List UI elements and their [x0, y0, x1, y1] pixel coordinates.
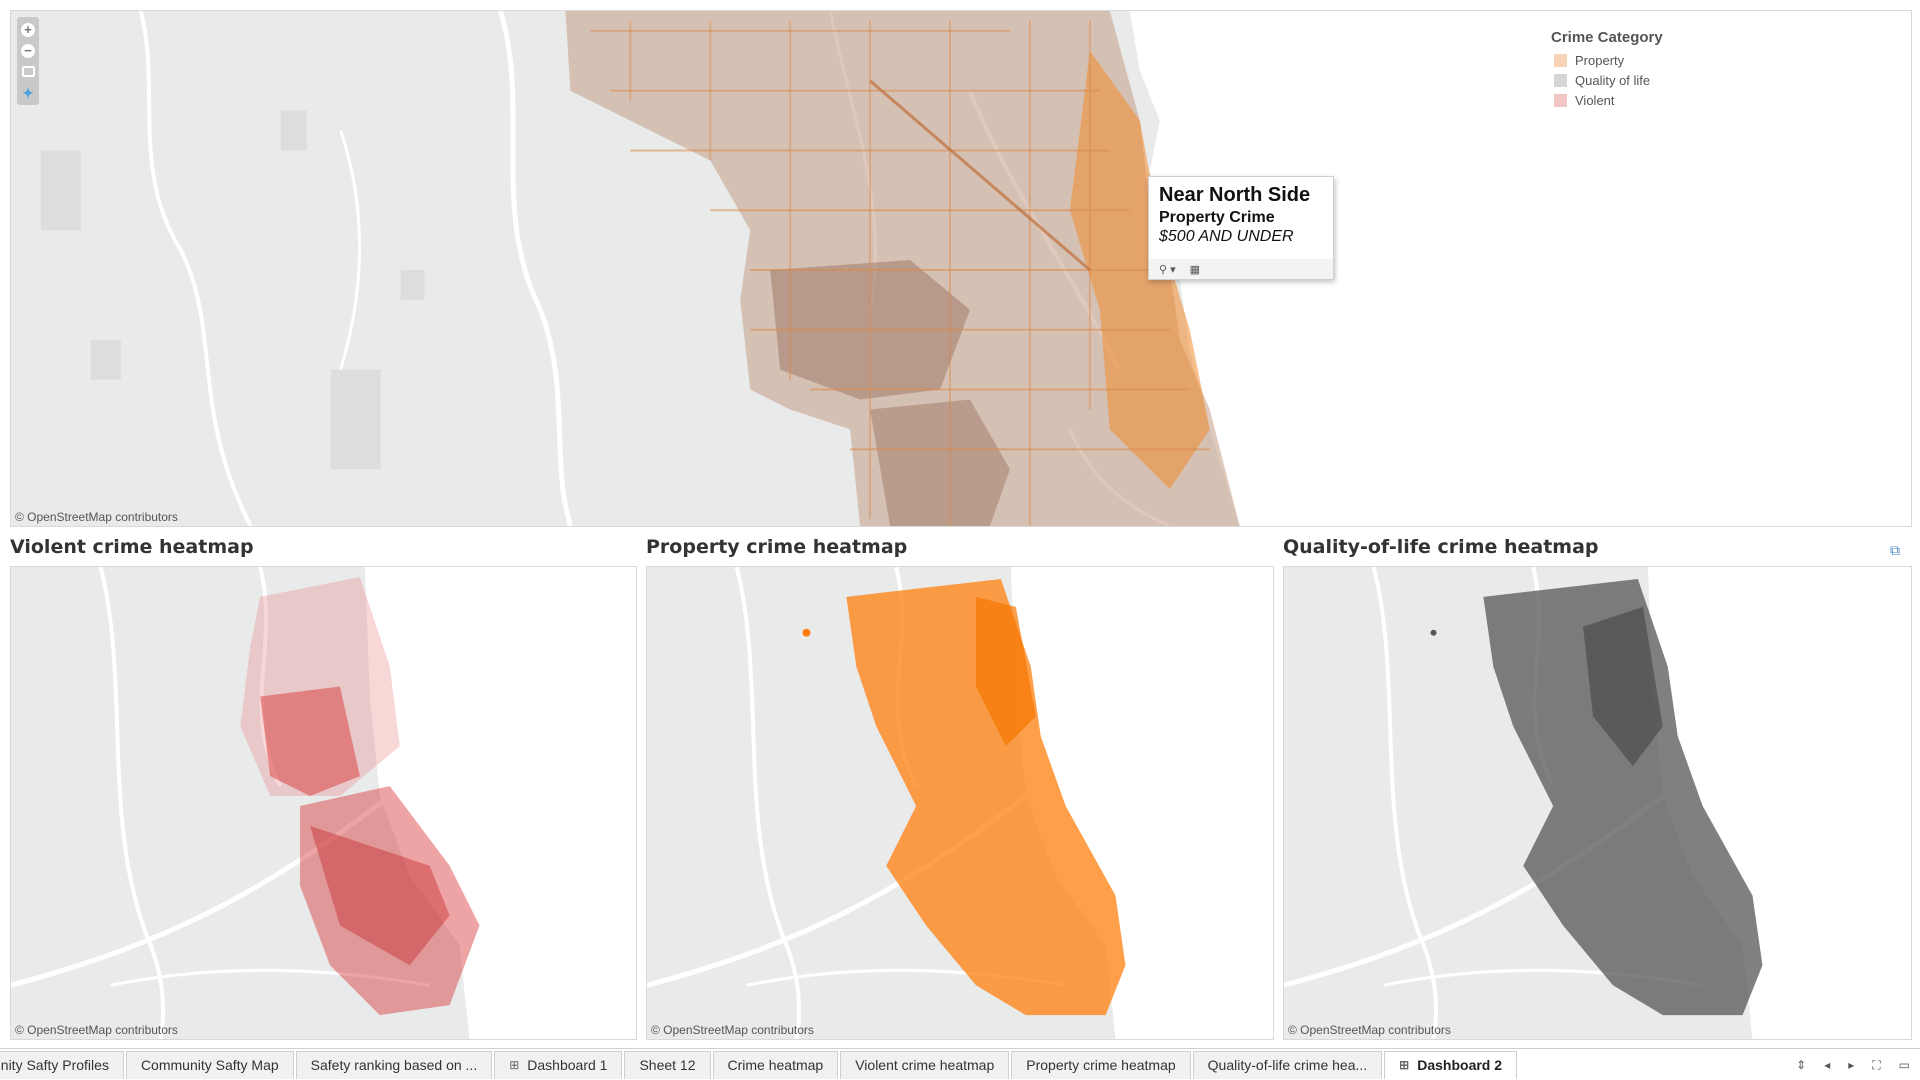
legend-label: Violent	[1575, 92, 1615, 108]
legend-item-quality[interactable]: Quality of life	[1551, 70, 1663, 90]
tab-dashboard-1[interactable]: ⊞ Dashboard 1	[494, 1050, 623, 1079]
map-toolbar: + − ✦	[17, 17, 39, 105]
zoom-out-icon[interactable]: −	[17, 40, 39, 61]
select-rect-icon[interactable]	[17, 61, 39, 82]
legend-item-property[interactable]: Property	[1551, 50, 1663, 70]
tab-violent-crime-heatmap[interactable]: Violent crime heatmap	[840, 1050, 1010, 1079]
tab-label: Sheet 12	[639, 1057, 696, 1073]
view-data-icon[interactable]: ▦	[1189, 263, 1201, 276]
tab-label: Dashboard 2	[1417, 1057, 1503, 1073]
previous-tab-icon[interactable]: ◂	[1824, 1058, 1831, 1072]
tab-label: Community Safty Map	[140, 1057, 279, 1073]
dashboard-icon: ⊞	[1399, 1058, 1410, 1072]
property-basemap	[647, 567, 1273, 1039]
paperclip-icon[interactable]: ⚲ ▾	[1159, 263, 1176, 276]
tab-sheet-12[interactable]: Sheet 12	[624, 1050, 711, 1079]
sort-icon[interactable]: ⇕	[1796, 1058, 1807, 1072]
tab-label: Violent crime heatmap	[855, 1057, 995, 1073]
zoom-in-icon[interactable]: +	[17, 19, 39, 40]
map-attribution[interactable]: © OpenStreetMap contributors	[651, 1023, 814, 1037]
legend-label: Property	[1575, 52, 1625, 68]
tab-quality-crime-heatmap[interactable]: Quality-of-life crime hea...	[1192, 1050, 1383, 1079]
crime-category-legend: Crime Category Property Quality of life …	[1551, 29, 1663, 110]
quality-basemap	[1284, 567, 1911, 1039]
tooltip-title: Near North Side	[1159, 184, 1311, 206]
dashboard-icon: ⊞	[509, 1058, 520, 1072]
tab-label: Crime heatmap	[727, 1057, 824, 1073]
sheet-tab-bar: unity Safty Profiles Community Safty Map…	[0, 1048, 1920, 1080]
tooltip-toolbar: ⚲ ▾ ▦	[1149, 259, 1333, 279]
map-attribution[interactable]: © OpenStreetMap contributors	[15, 1023, 178, 1037]
violent-heatmap[interactable]: © OpenStreetMap contributors	[10, 566, 637, 1040]
tab-label: Safety ranking based on ...	[310, 1057, 478, 1073]
tab-dashboard-2[interactable]: ⊞ Dashboard 2	[1384, 1050, 1518, 1079]
legend-swatch	[1554, 53, 1567, 67]
map-tooltip: Near North Side Property Crime $500 AND …	[1148, 176, 1334, 280]
tab-crime-heatmap[interactable]: Crime heatmap	[712, 1050, 839, 1079]
tab-navigation: ⇕ ◂ ▸ ⛶ ▭	[1784, 1049, 1910, 1080]
pin-icon[interactable]: ✦	[22, 84, 34, 101]
tab-label: unity Safty Profiles	[0, 1057, 109, 1073]
property-heatmap-title: Property crime heatmap	[646, 536, 908, 558]
quality-heatmap-title: Quality-of-life crime heatmap	[1283, 536, 1599, 558]
tab-community-safty-map[interactable]: Community Safty Map	[125, 1050, 294, 1079]
map-attribution[interactable]: © OpenStreetMap contributors	[15, 510, 178, 524]
tab-label: Property crime heatmap	[1026, 1057, 1176, 1073]
presentation-icon[interactable]: ▭	[1898, 1058, 1910, 1072]
legend-label: Quality of life	[1575, 72, 1651, 88]
legend-swatch	[1554, 73, 1567, 87]
violent-basemap	[11, 567, 636, 1039]
legend-item-violent[interactable]: Violent	[1551, 90, 1663, 110]
tab-property-crime-heatmap[interactable]: Property crime heatmap	[1011, 1050, 1191, 1079]
legend-title: Crime Category	[1551, 29, 1663, 46]
tab-community-safty-profiles[interactable]: unity Safty Profiles	[0, 1050, 124, 1079]
fullscreen-icon[interactable]: ⛶	[1872, 1057, 1881, 1072]
violent-heatmap-title: Violent crime heatmap	[10, 536, 254, 558]
map-attribution[interactable]: © OpenStreetMap contributors	[1288, 1023, 1451, 1037]
tab-safety-ranking[interactable]: Safety ranking based on ...	[295, 1050, 493, 1079]
tooltip-subtitle: Property Crime	[1159, 209, 1275, 226]
property-heatmap[interactable]: © OpenStreetMap contributors	[646, 566, 1274, 1040]
quality-heatmap[interactable]: © OpenStreetMap contributors	[1283, 566, 1912, 1040]
popout-icon[interactable]: ⧉	[1890, 542, 1900, 558]
next-tab-icon[interactable]: ▸	[1848, 1058, 1855, 1072]
tab-label: Dashboard 1	[527, 1057, 608, 1073]
main-crime-map[interactable]: + − ✦ Crime Category Property Quality of…	[10, 10, 1912, 527]
tab-label: Quality-of-life crime hea...	[1207, 1057, 1368, 1073]
tooltip-value: $500 AND UNDER	[1159, 228, 1294, 245]
legend-swatch	[1554, 93, 1567, 107]
map-basemap	[11, 11, 1911, 526]
